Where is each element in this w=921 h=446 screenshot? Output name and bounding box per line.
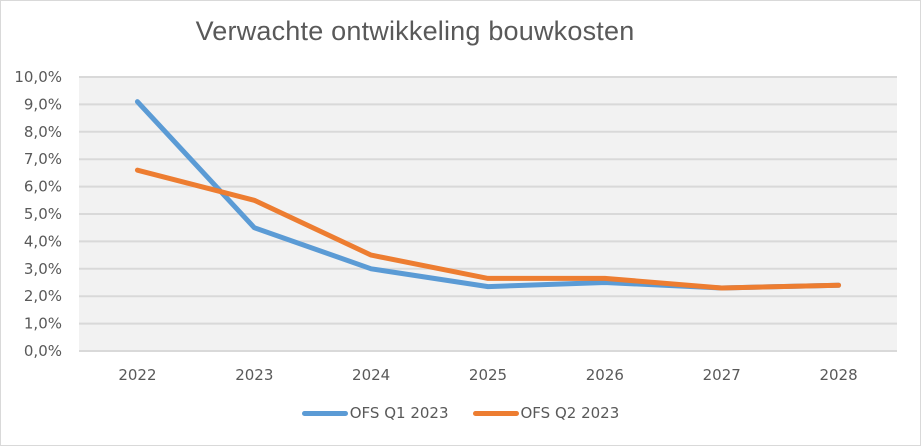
y-tick-label: 2,0% <box>24 287 62 305</box>
x-tick-label: 2027 <box>703 366 741 384</box>
legend-item-q1: OFS Q1 2023 <box>301 404 449 422</box>
y-tick-label: 3,0% <box>24 260 62 278</box>
x-tick-label: 2026 <box>586 366 624 384</box>
legend-label-q1: OFS Q1 2023 <box>349 404 449 422</box>
series-line-2 <box>134 167 842 291</box>
chart-legend: OFS Q1 2023 OFS Q2 2023 <box>0 404 921 422</box>
y-tick-label: 10,0% <box>14 68 62 86</box>
x-tick-label: 2028 <box>819 366 857 384</box>
legend-label-q2: OFS Q2 2023 <box>520 404 620 422</box>
y-tick-label: 1,0% <box>24 315 62 333</box>
legend-item-q2: OFS Q2 2023 <box>472 404 620 422</box>
y-tick-label: 7,0% <box>24 150 62 168</box>
y-tick-label: 4,0% <box>24 232 62 250</box>
y-tick-label: 0,0% <box>24 342 62 360</box>
legend-swatch-q1 <box>301 410 348 416</box>
x-tick-label: 2025 <box>469 366 507 384</box>
legend-swatch-q2 <box>472 410 519 416</box>
y-tick-label: 9,0% <box>24 95 62 113</box>
y-tick-label: 5,0% <box>24 205 62 223</box>
x-tick-label: 2023 <box>235 366 273 384</box>
y-tick-label: 8,0% <box>24 123 62 141</box>
x-tick-label: 2022 <box>118 366 156 384</box>
chart-title: Verwachte ontwikkeling bouwkosten <box>195 16 635 46</box>
y-tick-label: 6,0% <box>24 178 62 196</box>
x-tick-label: 2024 <box>352 366 390 384</box>
